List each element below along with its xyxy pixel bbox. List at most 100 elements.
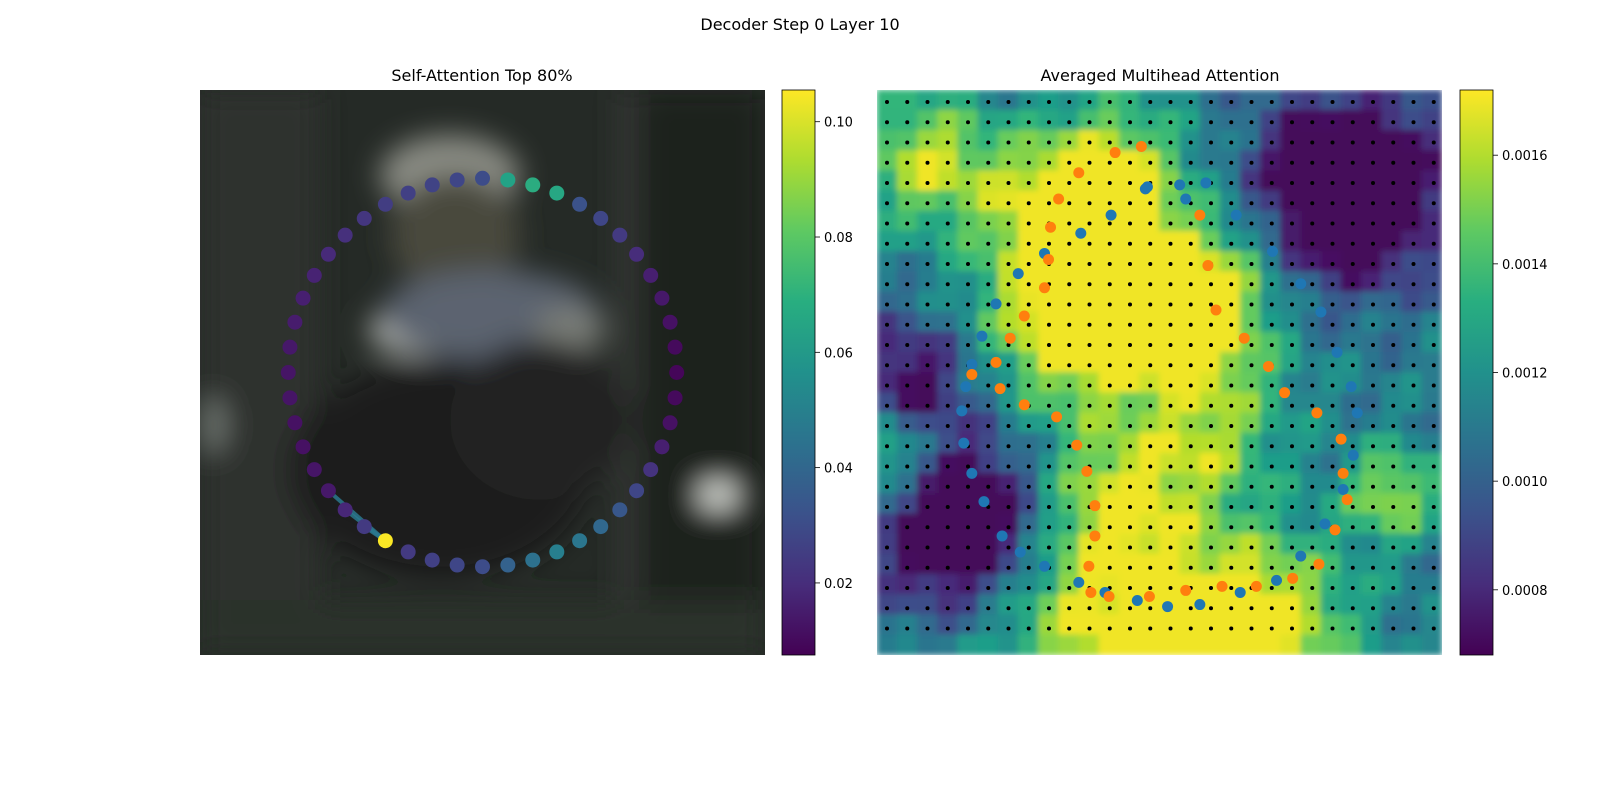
heatmap-cell <box>1260 614 1281 636</box>
grid-dot <box>1269 181 1274 185</box>
heatmap-cell <box>917 513 938 535</box>
series-points <box>956 141 1363 613</box>
heatmap-cell <box>1340 311 1362 333</box>
heatmap-cell <box>896 594 918 615</box>
grid-dot <box>1087 383 1092 388</box>
heatmap-cell <box>1139 573 1160 595</box>
grid-dot <box>1087 424 1092 428</box>
heatmap-cell <box>937 432 959 454</box>
grid-dot <box>885 100 889 104</box>
heatmap-cell <box>1381 452 1402 474</box>
grid-dot <box>1330 322 1335 327</box>
grid-dot <box>1107 565 1112 570</box>
series-point <box>1262 360 1274 372</box>
heatmap-cell <box>1078 130 1100 151</box>
heatmap-cell <box>1038 513 1059 535</box>
colorbar-tick-label: 0.06 <box>824 346 853 361</box>
grid-dot <box>986 464 991 469</box>
heatmap-cell <box>1017 190 1039 212</box>
heatmap-cell <box>997 291 1019 313</box>
heatmap-cell <box>1038 432 1059 454</box>
heatmap-cell <box>1401 130 1423 151</box>
heatmap-cell <box>1139 271 1160 293</box>
grid-dot <box>966 160 970 165</box>
contour-point <box>287 314 303 330</box>
grid-dot <box>905 343 910 347</box>
grid-dot <box>1067 383 1072 388</box>
grid-dot <box>1269 322 1274 327</box>
heatmap-cell <box>1260 331 1281 353</box>
heatmap-cell <box>877 190 898 212</box>
grid-dot <box>1026 140 1031 145</box>
grid-dot <box>1047 525 1051 530</box>
heatmap-cell <box>917 352 938 373</box>
heatmap-cell <box>997 594 1019 615</box>
grid-dot <box>1026 160 1031 165</box>
grid-dot <box>1431 444 1436 449</box>
heatmap-cell <box>1199 311 1221 333</box>
grid-dot <box>945 403 950 408</box>
grid-dot <box>1229 302 1234 307</box>
grid-dot <box>1188 606 1193 611</box>
heatmap-cell <box>1239 230 1261 252</box>
grid-dot <box>1209 444 1213 449</box>
heatmap-cell <box>1421 513 1442 535</box>
grid-dot <box>1371 201 1375 206</box>
grid-dot <box>1067 464 1072 469</box>
heatmap-cell <box>877 594 898 615</box>
heatmap-cell <box>877 271 898 293</box>
heatmap-cell <box>1239 452 1261 474</box>
heatmap-cell <box>1058 452 1080 474</box>
heatmap-cell <box>1017 352 1039 373</box>
contour-point <box>549 185 565 201</box>
heatmap-cell <box>1199 190 1221 212</box>
heatmap-cell <box>1179 372 1201 393</box>
contour-point <box>525 177 541 193</box>
heatmap-cell <box>1360 392 1382 414</box>
heatmap-cell <box>1340 331 1362 353</box>
grid-dot <box>1209 464 1213 469</box>
grid-dot <box>1128 241 1132 246</box>
heatmap-cell <box>1078 271 1100 293</box>
grid-dot <box>1168 383 1173 388</box>
grid-dot <box>1391 302 1396 307</box>
heatmap-cell <box>1360 594 1382 615</box>
grid-dot <box>925 160 930 165</box>
heatmap-cell <box>917 251 938 272</box>
grid-dot <box>1047 181 1051 185</box>
grid-dot <box>1067 444 1072 449</box>
heatmap-cell <box>1179 634 1201 655</box>
heatmap-cell <box>1300 553 1322 575</box>
grid-dot <box>1411 160 1416 165</box>
grid-dot <box>1249 606 1254 611</box>
grid-dot <box>1249 181 1254 185</box>
grid-dot <box>1391 221 1396 226</box>
contour-point <box>667 339 683 355</box>
grid-dot <box>1431 525 1436 530</box>
grid-dot <box>1391 100 1396 104</box>
grid-dot <box>1209 100 1213 104</box>
heatmap-cell <box>1401 473 1423 494</box>
colorbar-tick-label: 0.04 <box>824 462 853 477</box>
heatmap-cell <box>1360 150 1382 172</box>
grid-dot <box>1128 484 1132 489</box>
grid-dot <box>1371 403 1375 408</box>
series-point <box>1337 467 1349 479</box>
heatmap-cell <box>1038 533 1059 555</box>
grid-dot <box>1290 424 1294 428</box>
heatmap-cell <box>1038 452 1059 474</box>
grid-dot <box>1209 626 1213 631</box>
heatmap-cell <box>896 634 918 655</box>
grid-dot <box>1411 464 1416 469</box>
heatmap-cell <box>1239 109 1261 131</box>
grid-dot <box>1269 424 1274 428</box>
series-point <box>1053 193 1065 205</box>
heatmap-cell <box>1098 473 1120 494</box>
grid-dot <box>1188 302 1193 307</box>
heatmap-cell <box>877 291 898 313</box>
heatmap-cell <box>1239 130 1261 151</box>
heatmap-cell <box>1159 130 1180 151</box>
heatmap-cell <box>1381 109 1402 131</box>
heatmap-cell <box>1320 452 1342 474</box>
heatmap-cell <box>1017 473 1039 494</box>
